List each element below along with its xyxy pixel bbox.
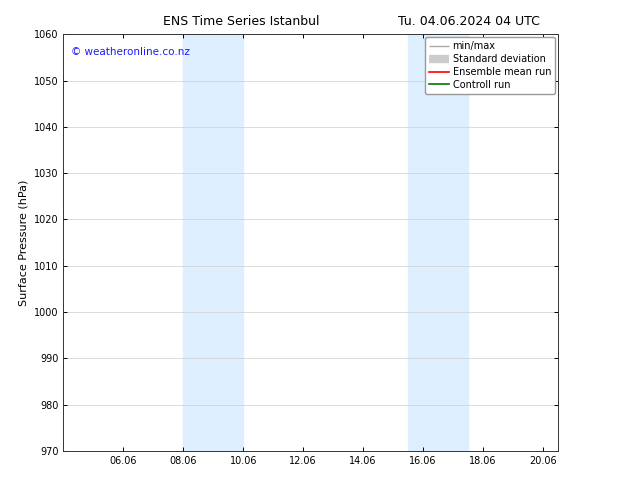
Bar	[408, 34, 468, 451]
Legend: min/max, Standard deviation, Ensemble mean run, Controll run: min/max, Standard deviation, Ensemble me…	[425, 37, 555, 94]
Text: ENS Time Series Istanbul: ENS Time Series Istanbul	[163, 15, 319, 28]
Y-axis label: Surface Pressure (hPa): Surface Pressure (hPa)	[18, 179, 29, 306]
Text: Tu. 04.06.2024 04 UTC: Tu. 04.06.2024 04 UTC	[398, 15, 540, 28]
Text: © weatheronline.co.nz: © weatheronline.co.nz	[71, 47, 190, 57]
Bar	[183, 34, 243, 451]
